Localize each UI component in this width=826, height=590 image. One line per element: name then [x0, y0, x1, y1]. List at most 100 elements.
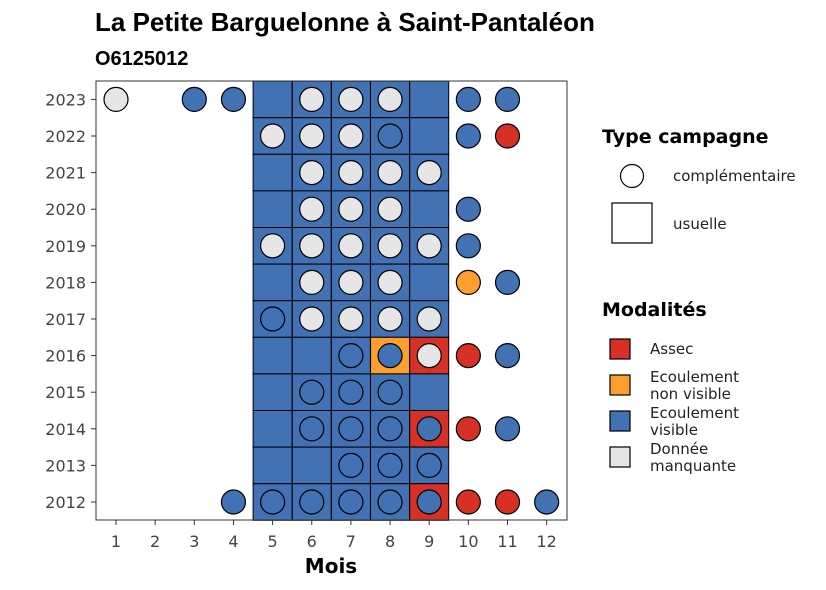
- legend-type-campagne: Type campagne complémentaire usuelle: [602, 126, 796, 244]
- legend-key-V: [609, 410, 631, 432]
- circle-2012-9: [416, 489, 442, 515]
- legend-square-key: [611, 202, 653, 244]
- square-2016-6: [291, 336, 332, 375]
- x-axis: 1 2 3 4 5 6 7 8 9 10 11 12: [111, 520, 557, 551]
- legend-key-M: [609, 446, 631, 468]
- circle-2022-8: [377, 123, 403, 149]
- square-2022-9: [409, 117, 450, 155]
- circle-2012-10: [455, 489, 481, 515]
- circle-2019-6: [299, 233, 325, 259]
- legend-label-N-0: Ecoulement: [650, 368, 739, 386]
- circle-2016-9: [416, 343, 442, 369]
- square-2023-5: [252, 80, 293, 119]
- legend-color-title: Modalités: [602, 299, 707, 321]
- y-tick-label-2018: 2018: [45, 273, 86, 292]
- circle-2023-3: [181, 86, 207, 113]
- circle-2023-10: [455, 86, 481, 113]
- circle-2017-6: [299, 306, 325, 332]
- circle-2018-10: [455, 269, 481, 295]
- y-axis: 2012 2013 2014 2015 2016 2017 2018 2019 2020 2021…: [45, 90, 96, 512]
- x-tick-label-1: 1: [111, 532, 121, 551]
- square-2014-5: [252, 410, 293, 448]
- circle-2021-9: [416, 160, 442, 186]
- square-2021-5: [252, 153, 293, 192]
- circle-2017-5: [260, 306, 286, 332]
- circle-2012-6: [299, 489, 325, 515]
- circle-2016-7: [338, 343, 364, 369]
- legend-key-A: [609, 338, 631, 360]
- circle-2012-4: [220, 489, 247, 515]
- x-tick-label-2: 2: [150, 532, 160, 551]
- square-2018-5: [252, 263, 293, 302]
- circle-2013-8: [377, 452, 403, 478]
- circle-2017-7: [338, 306, 364, 332]
- circle-2023-6: [299, 86, 325, 113]
- y-tick-label-2020: 2020: [45, 200, 86, 219]
- legend-key-N: [609, 374, 631, 396]
- circle-2018-11: [494, 269, 521, 295]
- y-tick-label-2014: 2014: [45, 420, 86, 439]
- square-2016-5: [252, 336, 293, 375]
- square-2015-5: [252, 373, 293, 411]
- x-tick-label-9: 9: [424, 532, 434, 551]
- circle-2022-5: [260, 123, 286, 149]
- x-tick-label-8: 8: [385, 532, 395, 551]
- circle-2019-5: [260, 233, 286, 259]
- circle-2012-12: [534, 489, 560, 515]
- circle-2020-10: [455, 196, 481, 222]
- circle-2019-10: [455, 233, 481, 259]
- legend-label-M-0: Donnée: [650, 440, 708, 458]
- x-tick-label-7: 7: [346, 532, 356, 551]
- circle-2016-11: [494, 343, 521, 369]
- legend-label-N-1: non visible: [650, 385, 731, 403]
- x-axis-title: Mois: [305, 554, 357, 578]
- y-tick-label-2013: 2013: [45, 456, 86, 475]
- y-tick-label-2012: 2012: [45, 493, 86, 512]
- y-tick-label-2019: 2019: [45, 237, 86, 256]
- circle-2016-8: [377, 343, 403, 369]
- circle-2020-7: [338, 196, 364, 222]
- circle-2015-7: [338, 379, 364, 405]
- square-2023-9: [409, 80, 450, 119]
- circle-2016-10: [455, 343, 481, 369]
- x-tick-label-11: 11: [497, 532, 517, 551]
- circle-2014-10: [455, 416, 481, 442]
- chart-title: La Petite Barguelonne à Saint-Pantaléon: [95, 7, 595, 37]
- circle-2013-9: [416, 452, 442, 478]
- squares-layer: [252, 80, 450, 521]
- legend-label-V-1: visible: [650, 421, 698, 439]
- square-2015-9: [409, 373, 450, 411]
- circle-2018-7: [338, 269, 364, 295]
- circle-2015-8: [377, 379, 403, 405]
- circle-2023-1: [103, 86, 129, 113]
- square-2013-5: [252, 446, 293, 485]
- circle-2019-9: [416, 233, 442, 259]
- circle-2023-8: [377, 86, 403, 113]
- circle-2021-6: [299, 160, 325, 186]
- x-tick-label-3: 3: [189, 532, 199, 551]
- circle-2022-7: [338, 123, 364, 149]
- y-tick-label-2017: 2017: [45, 310, 86, 329]
- circle-2018-8: [377, 269, 403, 295]
- legend-circle-key: [619, 163, 645, 189]
- circle-2012-5: [260, 489, 286, 515]
- chart-subtitle: O6125012: [95, 48, 188, 70]
- circle-2014-6: [299, 416, 325, 442]
- circle-2013-7: [338, 452, 364, 478]
- legend-label-M-1: manquante: [650, 457, 736, 475]
- legend-shape-label-complementaire: complémentaire: [673, 167, 796, 185]
- plot-border: [95, 80, 568, 521]
- square-2020-9: [409, 190, 450, 228]
- legend-label-V-0: Ecoulement: [650, 404, 739, 422]
- x-tick-label-12: 12: [536, 532, 556, 551]
- circle-2015-6: [299, 379, 325, 405]
- circle-2014-11: [494, 416, 521, 442]
- circle-2021-7: [338, 160, 364, 186]
- y-tick-label-2022: 2022: [45, 127, 86, 146]
- circle-2023-4: [220, 86, 247, 113]
- circle-2014-9: [416, 416, 442, 442]
- circle-2020-6: [299, 196, 325, 222]
- circle-2020-8: [377, 196, 403, 222]
